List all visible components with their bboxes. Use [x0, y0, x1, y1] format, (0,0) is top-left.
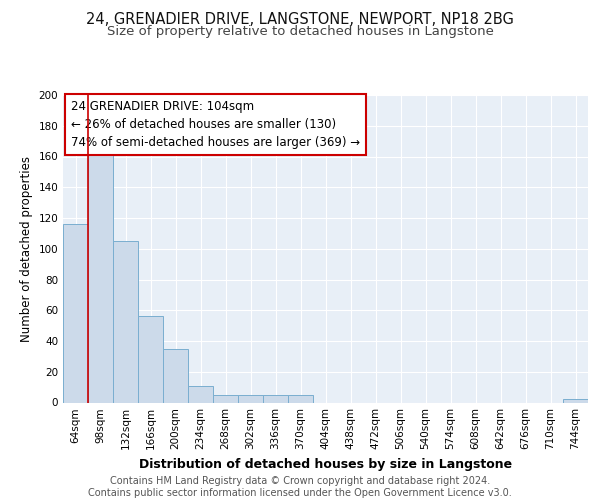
- Bar: [188, 386, 213, 402]
- Y-axis label: Number of detached properties: Number of detached properties: [20, 156, 33, 342]
- Bar: [138, 316, 163, 402]
- Bar: [113, 241, 138, 402]
- Bar: [163, 348, 188, 403]
- Text: Contains HM Land Registry data © Crown copyright and database right 2024.
Contai: Contains HM Land Registry data © Crown c…: [88, 476, 512, 498]
- Bar: [263, 395, 288, 402]
- Bar: [88, 150, 113, 402]
- Bar: [288, 395, 313, 402]
- Bar: [213, 395, 238, 402]
- Bar: [238, 395, 263, 402]
- X-axis label: Distribution of detached houses by size in Langstone: Distribution of detached houses by size …: [139, 458, 512, 471]
- Bar: [563, 400, 588, 402]
- Bar: [63, 224, 88, 402]
- Text: 24 GRENADIER DRIVE: 104sqm
← 26% of detached houses are smaller (130)
74% of sem: 24 GRENADIER DRIVE: 104sqm ← 26% of deta…: [71, 100, 360, 148]
- Text: Size of property relative to detached houses in Langstone: Size of property relative to detached ho…: [107, 25, 493, 38]
- Text: 24, GRENADIER DRIVE, LANGSTONE, NEWPORT, NP18 2BG: 24, GRENADIER DRIVE, LANGSTONE, NEWPORT,…: [86, 12, 514, 28]
